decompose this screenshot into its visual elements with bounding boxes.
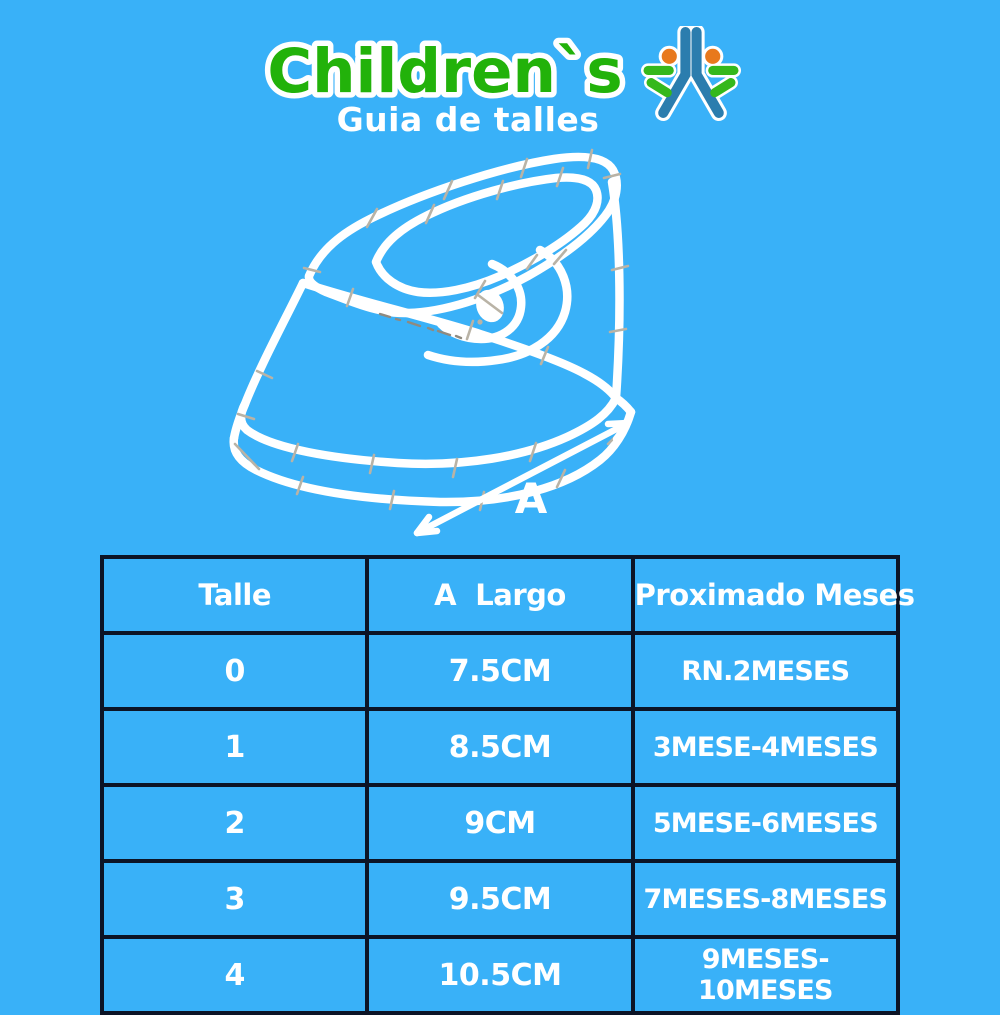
cell-talle: 1 xyxy=(99,707,370,787)
brand-logo: Children`s xyxy=(0,22,1000,122)
col-header-largo: A Largo xyxy=(365,555,635,635)
page-title: Guia de talles xyxy=(336,100,600,139)
brand-name-text: Children`s xyxy=(267,36,622,107)
icon-head-left xyxy=(661,48,677,64)
cell-largo: 9CM xyxy=(365,783,635,863)
col-header-talle: Talle xyxy=(99,555,370,635)
cell-meses: 5MESE-6MESES xyxy=(630,783,901,863)
brand-name: Children`s xyxy=(262,31,628,113)
cell-meses: RN.2MESES xyxy=(630,631,901,711)
table-row: 1 8.5CM 3MESE-4MESES xyxy=(99,707,901,787)
children-figures-icon xyxy=(641,26,741,121)
icon-bodies xyxy=(658,27,724,118)
table-row: 0 7.5CM RN.2MESES xyxy=(99,631,901,711)
cell-talle: 0 xyxy=(99,631,370,711)
icon-head-right xyxy=(705,48,721,64)
stitch-marks xyxy=(233,148,630,512)
cell-meses: 3MESE-4MESES xyxy=(630,707,901,787)
icon-arms xyxy=(643,65,739,98)
table-header-row: Talle A Largo Proximado Meses xyxy=(99,555,915,635)
col-header-meses: Proximado Meses xyxy=(630,555,915,635)
table-row: 3 9.5CM 7MESES-8MESES xyxy=(99,859,901,939)
table-row: 4 10.5CM 9MESES-10MESES xyxy=(99,935,901,1015)
cell-largo: 8.5CM xyxy=(365,707,635,787)
cell-meses: 9MESES-10MESES xyxy=(630,935,901,1015)
button-stitch xyxy=(476,293,504,315)
strap-scribble xyxy=(378,312,463,340)
size-table: Talle A Largo Proximado Meses 0 7.5CM RN… xyxy=(99,555,915,1015)
button-dot xyxy=(477,319,483,325)
cell-talle: 4 xyxy=(99,935,370,1015)
cell-talle: 2 xyxy=(99,783,370,863)
cell-talle: 3 xyxy=(99,859,370,939)
length-measure-arrow xyxy=(413,419,632,537)
shoe-outline xyxy=(229,152,636,507)
cell-largo: 7.5CM xyxy=(365,631,635,711)
cell-largo: 10.5CM xyxy=(365,935,635,1015)
table-row: 2 9CM 5MESE-6MESES xyxy=(99,783,901,863)
cell-meses: 7MESES-8MESES xyxy=(630,859,901,939)
cell-largo: 9.5CM xyxy=(365,859,635,939)
measure-label-a: A xyxy=(515,474,548,523)
